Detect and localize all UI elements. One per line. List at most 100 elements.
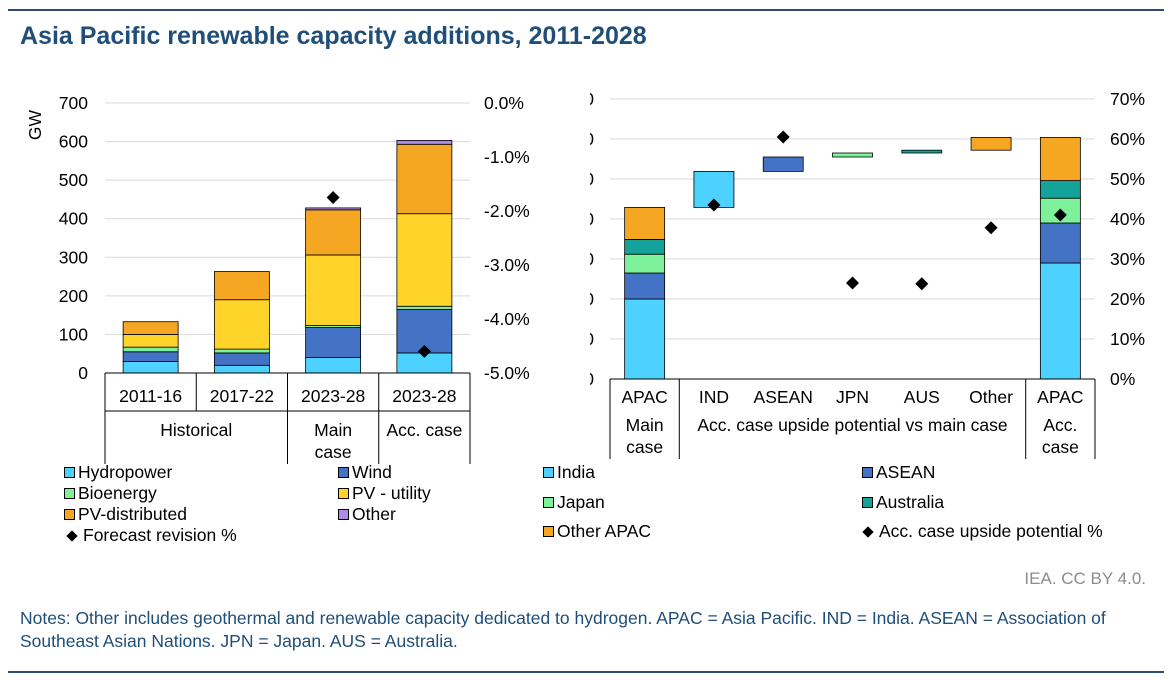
legend-item-asean: ASEAN bbox=[862, 462, 935, 483]
bar-segment bbox=[624, 272, 666, 300]
legend-item-bioenergy: Bioenergy bbox=[64, 483, 157, 504]
legend-item-australia: Australia bbox=[862, 492, 944, 513]
y2-tick-label: 0% bbox=[1110, 369, 1135, 389]
bar-segment bbox=[213, 348, 270, 354]
bar-segment bbox=[396, 143, 453, 215]
bar-segment bbox=[305, 254, 362, 326]
legend-diamond-marker bbox=[862, 526, 874, 538]
legend-item-pv-utility: PV - utility bbox=[338, 483, 431, 504]
bar-segment bbox=[624, 207, 666, 240]
legend-swatch-australia bbox=[862, 497, 873, 508]
y-tick-label: 300 bbox=[59, 247, 88, 267]
legend-item-forecast-revision: Forecast revision % bbox=[64, 525, 237, 546]
legend-swatch-other-apac bbox=[543, 526, 554, 537]
y-tick-label: 0 bbox=[78, 363, 88, 383]
bar-segment bbox=[396, 140, 453, 145]
waterfall-bar bbox=[901, 149, 943, 154]
y2-tick-label: 0.0% bbox=[484, 93, 524, 113]
legend-item-japan: Japan bbox=[543, 492, 605, 513]
waterfall-bar bbox=[970, 137, 1012, 151]
x-tick-label: APAC bbox=[621, 387, 667, 407]
group-label: Main bbox=[314, 420, 352, 440]
source-credit: IEA. CC BY 4.0. bbox=[1024, 569, 1146, 588]
legend-swatch-bioenergy bbox=[64, 488, 75, 499]
legend-swatch-hydropower bbox=[64, 467, 75, 478]
legend-label: Wind bbox=[352, 462, 392, 482]
legend-item-other: Other bbox=[338, 504, 396, 525]
right-chart: 0 100 200 300 400 500 600 700 0% 10% 20% 30% 40% 50% 6… bbox=[590, 89, 1145, 459]
y-tick-label: 400 bbox=[59, 209, 88, 229]
bar-segment bbox=[305, 327, 362, 358]
waterfall-bar bbox=[762, 156, 804, 172]
x-tick-label: 2023-28 bbox=[392, 386, 456, 406]
bar-segment bbox=[122, 334, 179, 348]
y-tick-label: 200 bbox=[59, 286, 88, 306]
bar-segment bbox=[624, 238, 666, 255]
legend-label: India bbox=[557, 462, 595, 482]
x-tick-label: 2011-16 bbox=[119, 386, 182, 406]
upside-potential-marker bbox=[776, 130, 790, 144]
legend-label: Bioenergy bbox=[78, 483, 157, 503]
bar-segment bbox=[1039, 222, 1081, 264]
legend-label: Other bbox=[352, 504, 396, 524]
bar-segment bbox=[305, 209, 362, 256]
y2-tick-label: 40% bbox=[1110, 209, 1145, 229]
bar-segment bbox=[624, 253, 666, 274]
y-axis-label: GW bbox=[25, 109, 45, 140]
bar-segment bbox=[1039, 180, 1081, 199]
y-tick-label: 700 bbox=[59, 93, 88, 113]
legend-label: Australia bbox=[876, 492, 945, 512]
group-label: Acc. case bbox=[386, 420, 462, 440]
bar-segment bbox=[122, 351, 179, 362]
upside-potential-marker bbox=[707, 198, 721, 212]
upside-potential-marker bbox=[984, 221, 998, 235]
legend-swatch-wind bbox=[338, 467, 349, 478]
left-chart: 0 100 200 300 400 500 600 700 -5.0% -4.0% -3.0% -2.… bbox=[25, 93, 530, 464]
legend-swatch-japan bbox=[543, 497, 554, 508]
legend-swatch-asean bbox=[862, 467, 873, 478]
x-tick-label: IND bbox=[699, 387, 729, 407]
legend-item-upside-potential: Acc. case upside potential % bbox=[860, 521, 1103, 542]
y2-tick-label: 10% bbox=[1110, 329, 1145, 349]
y-tick-label: 600 bbox=[590, 129, 594, 149]
bar-segment bbox=[122, 346, 179, 353]
waterfall-bar bbox=[832, 152, 873, 158]
legend-label: PV - utility bbox=[352, 483, 431, 503]
y-tick-label: 100 bbox=[590, 329, 594, 349]
group-label: Main bbox=[626, 415, 664, 435]
x-tick-label: AUS bbox=[904, 387, 940, 407]
group-label: case bbox=[1042, 437, 1079, 457]
legend-swatch-other bbox=[338, 509, 349, 520]
legend-swatch-pv-utility bbox=[338, 488, 349, 499]
x-tick-label: JPN bbox=[836, 387, 869, 407]
y2-tick-label: -4.0% bbox=[484, 309, 530, 329]
y2-tick-label: 20% bbox=[1110, 289, 1145, 309]
x-tick-label: Other bbox=[969, 387, 1013, 407]
y2-tick-label: -1.0% bbox=[484, 147, 530, 167]
y-tick-label: 600 bbox=[59, 132, 88, 152]
y2-tick-label: 30% bbox=[1110, 249, 1145, 269]
legend-item-pv-distributed: PV-distributed bbox=[64, 504, 187, 525]
bar-segment bbox=[396, 213, 453, 307]
bar-segment bbox=[305, 357, 362, 374]
y2-tick-label: 70% bbox=[1110, 89, 1145, 109]
legend-label: Acc. case upside potential % bbox=[879, 521, 1103, 541]
bar-segment bbox=[213, 299, 270, 350]
bar-segment bbox=[1039, 137, 1081, 182]
chart-title: Asia Pacific renewable capacity addition… bbox=[20, 22, 647, 50]
y2-tick-label: -3.0% bbox=[484, 255, 530, 275]
chart-notes: Notes: Other includes geothermal and ren… bbox=[20, 608, 1106, 651]
group-label: Acc. case upside potential vs main case bbox=[697, 415, 1007, 435]
y2-tick-label: -2.0% bbox=[484, 201, 530, 221]
bar-segment bbox=[396, 305, 453, 310]
bar-segment bbox=[122, 361, 179, 374]
bar-segment bbox=[305, 207, 362, 211]
x-tick-label: APAC bbox=[1037, 387, 1083, 407]
legend-label: Japan bbox=[557, 492, 605, 512]
y-tick-label: 400 bbox=[590, 209, 594, 229]
y2-tick-label: 60% bbox=[1110, 129, 1145, 149]
y-tick-label: 0 bbox=[590, 369, 594, 389]
upside-potential-marker bbox=[915, 277, 929, 291]
x-tick-label: ASEAN bbox=[754, 387, 813, 407]
x-tick-label: 2023-28 bbox=[301, 386, 365, 406]
